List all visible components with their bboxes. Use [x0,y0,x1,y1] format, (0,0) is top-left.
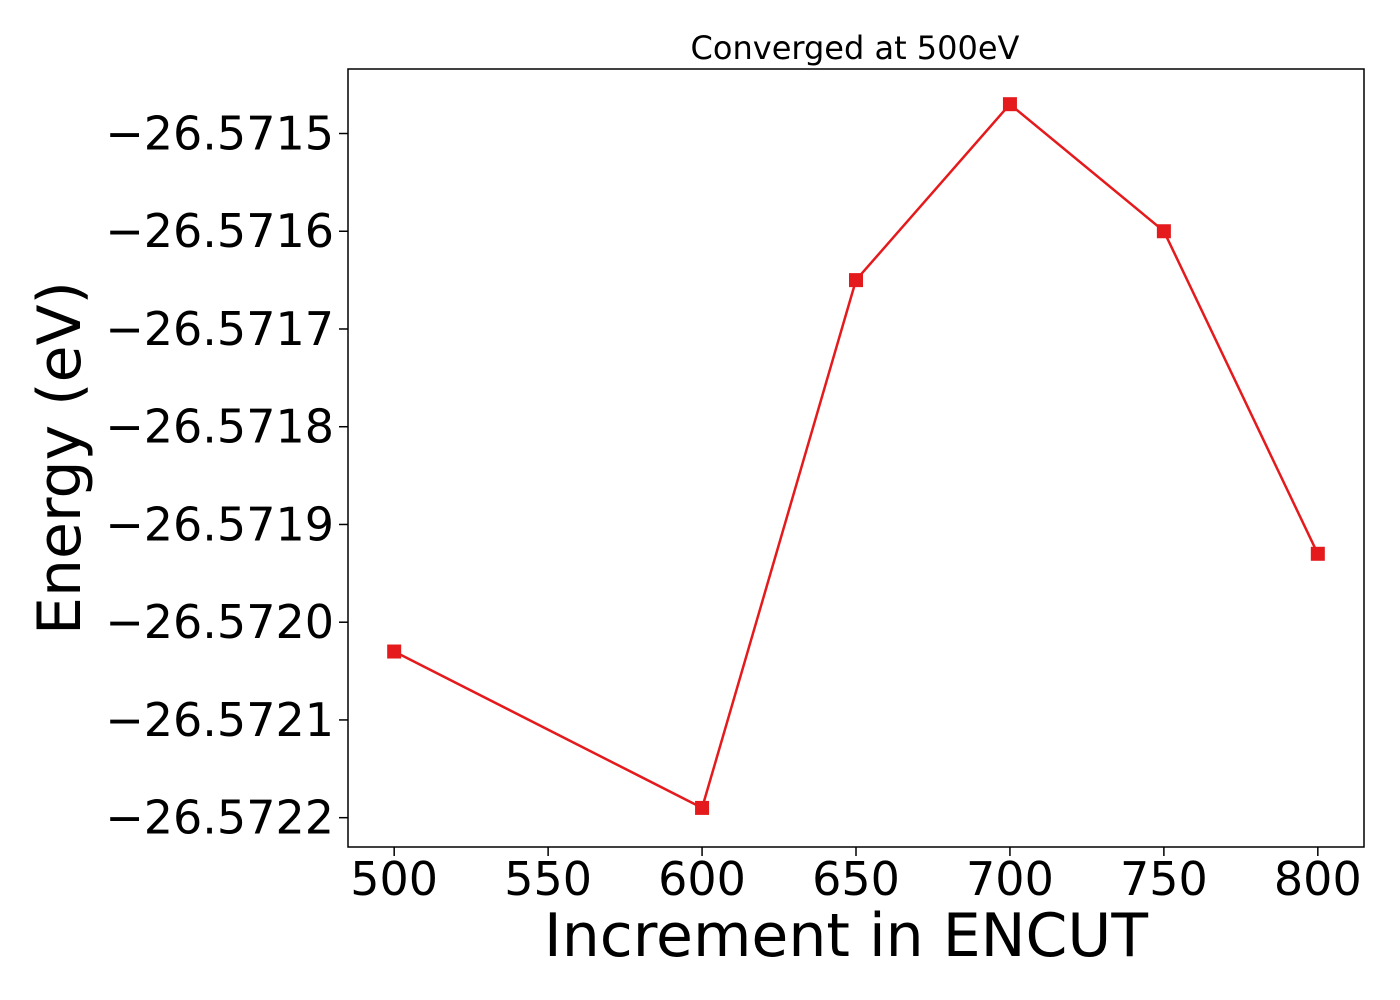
data-point [1156,224,1171,239]
data-point [387,644,402,659]
x-tick-label: 600 [658,852,746,906]
x-axis-label: Increment in ENCUT [544,901,1148,971]
plot-frame [347,68,1365,848]
y-tick-label: −26.5716 [105,204,334,258]
y-tick-label: −26.5717 [105,302,334,356]
y-axis-label: Energy (eV) [25,281,95,635]
chart-title: Converged at 500eV [691,29,1020,67]
y-tick-label: −26.5719 [105,497,334,551]
data-point [695,800,710,815]
series-line [393,102,1319,810]
x-tick-label: 550 [504,852,592,906]
y-axis-ticks: −26.5722 −26.5721 −26.5720 −26.5719 −26.5718… [105,107,348,845]
y-tick-label: −26.5715 [105,107,334,161]
y-tick-label: −26.5718 [105,400,334,454]
data-point [1310,546,1325,561]
x-tick-label: 700 [966,852,1054,906]
x-tick-label: 650 [812,852,900,906]
data-point [849,273,863,288]
series-layer [387,97,1325,815]
x-tick-label: 800 [1274,852,1362,906]
x-tick-label: 750 [1120,852,1208,906]
x-tick-label: 500 [350,852,438,906]
y-tick-label: −26.5720 [105,595,334,649]
y-tick-label: −26.5722 [105,791,334,845]
y-tick-label: −26.5721 [105,693,334,747]
x-axis-ticks: 500 550 600 650 700 750 800 [350,847,1362,906]
data-point [1002,97,1017,112]
